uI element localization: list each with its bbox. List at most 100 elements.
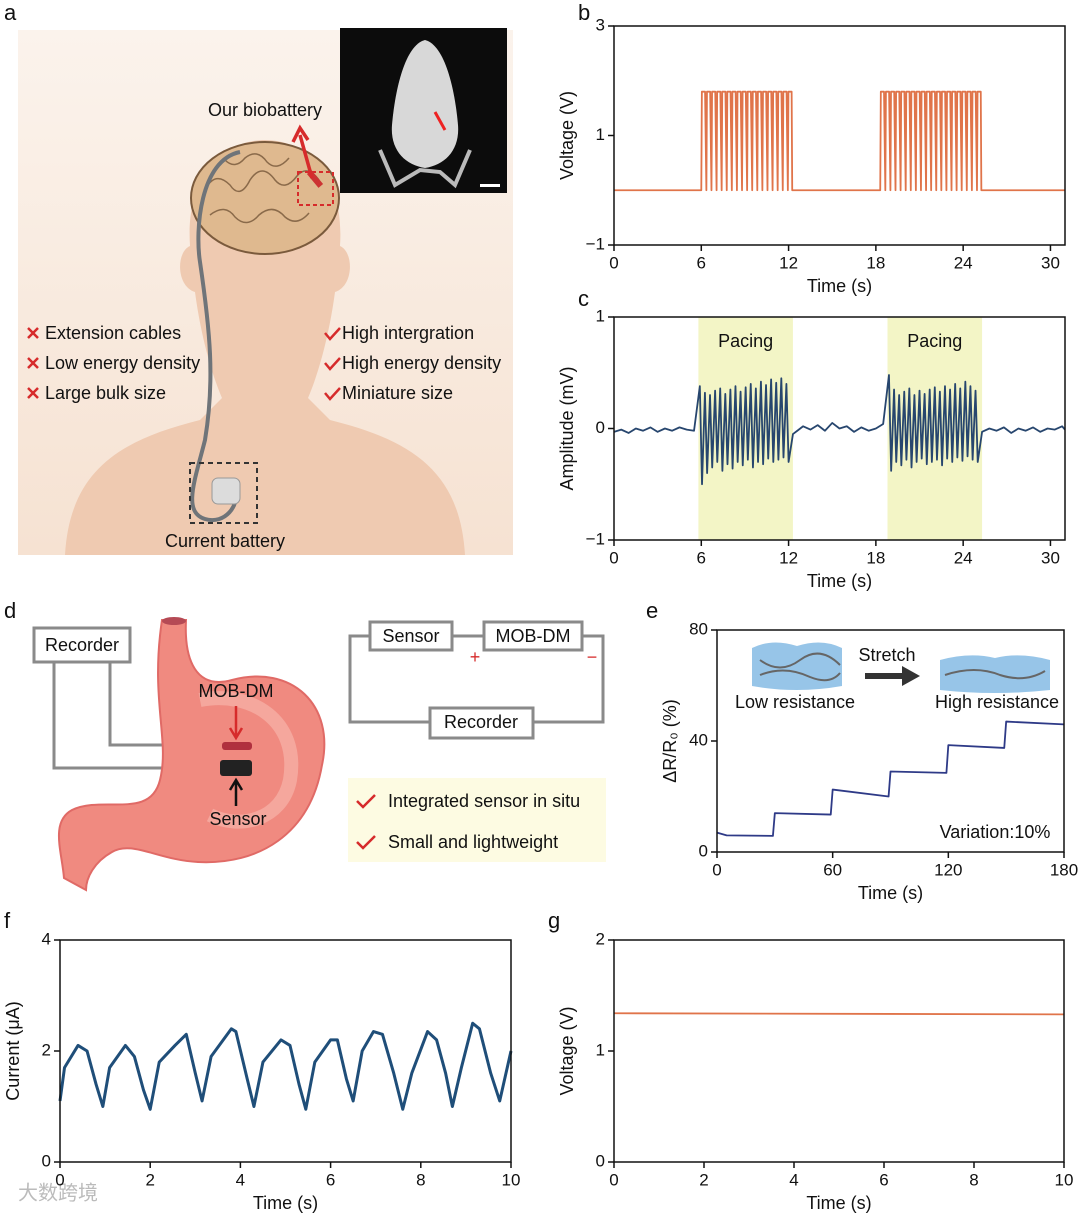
hydrogel-insets [752,642,1050,693]
x-tick-label: 8 [969,1170,978,1189]
x-tick-label: 30 [1041,253,1060,272]
data-line [58,1021,513,1111]
sensor-arrow [228,777,244,806]
scale-bar [480,184,500,187]
x-tick-label: 0 [712,860,721,879]
x-axis-label: Time (s) [253,1193,318,1213]
y-tick-label: 1 [596,306,605,325]
ct-arrow [433,111,447,131]
x-tick-label: 0 [609,253,618,272]
x-tick-label: 12 [779,253,798,272]
y-axis-label: Amplitude (mV) [557,366,577,490]
pro-label: Miniature size [342,383,453,403]
annotation: Low resistance [735,692,855,712]
y-axis-label: Voltage (V) [557,1006,577,1095]
circuit-sensor-box [368,620,454,652]
x-tick-label: 180 [1050,860,1078,879]
x-axis-label: Time (s) [807,276,872,296]
sensor-device [220,760,252,776]
x-axis-label: Time (s) [806,1193,871,1213]
x-tick-label: 24 [954,548,973,567]
recorder-box [32,626,132,664]
callout-label: Our biobattery [208,100,322,120]
chart: f 0 2 4 6 8 10 0 2 4 Time (s) Current (μA) [3,908,521,1213]
circuit-recorder-box [428,706,535,740]
data-line [614,90,1065,192]
y-tick-label: 0 [42,1151,51,1170]
mob-dm-device [222,742,252,750]
circuit-device-label: MOB-DM [496,626,571,646]
device-arrow [228,706,244,741]
con-label: Large bulk size [45,383,166,403]
plot-frame [613,939,1065,1163]
feature-label: Small and lightweight [388,832,558,852]
plot-frame [716,629,1065,853]
annotation: High resistance [935,692,1059,712]
x-tick-label: 2 [145,1170,154,1189]
x-tick-label: 18 [866,253,885,272]
y-tick-label: 0 [596,1151,605,1170]
y-tick-label: 40 [689,730,708,749]
biobattery-box [297,171,334,206]
y-tick-label: −1 [586,529,605,548]
panel-letter: c [578,286,589,311]
x-tick-label: 6 [879,1170,888,1189]
plot-frame [59,939,512,1163]
x-tick-label: 2 [699,1170,708,1189]
circuit-sensor-label: Sensor [382,626,439,646]
panel-letter: f [4,908,11,933]
current-battery-icon [211,477,241,505]
cross-icons [27,327,39,399]
device-label: MOB-DM [199,681,274,701]
x-tick-label: 30 [1041,548,1060,567]
head-silhouette [65,140,465,555]
skull-base [378,149,472,189]
y-tick-label: −1 [586,234,605,253]
x-tick-label: 0 [609,1170,618,1189]
x-tick-label: 6 [326,1170,335,1189]
feature-label: Integrated sensor in situ [388,791,580,811]
region-label: Pacing [907,331,962,351]
panel-a: a Our biobattery Extension cables Low en… [4,0,513,555]
brain [190,141,340,255]
low-resistance-gel [752,642,842,690]
x-tick-label: 4 [236,1170,245,1189]
y-tick-label: 1 [596,1040,605,1059]
chart: e 0 60 120 180 0 40 80 Time (s) ΔR/R₀ (%) Low resi… [646,598,1078,903]
x-tick-label: 24 [954,253,973,272]
x-tick-label: 0 [609,548,618,567]
sensor-label: Sensor [209,809,266,829]
x-tick-label: 10 [1055,1170,1074,1189]
x-tick-label: 0 [55,1170,64,1189]
x-tick-label: 4 [789,1170,798,1189]
x-tick-label: 60 [823,860,842,879]
circuit-device-box [482,620,584,652]
check-icons [324,327,341,401]
pro-label: High energy density [342,353,501,373]
watermark: 大数跨境 [18,1181,98,1204]
feature-box [348,778,606,862]
x-tick-label: 8 [416,1170,425,1189]
panel-letter: g [548,908,560,933]
x-tick-label: 120 [934,860,962,879]
pro-label: High intergration [342,323,474,343]
plot-frame [613,25,1066,246]
x-tick-label: 6 [697,253,706,272]
x-axis-label: Time (s) [858,883,923,903]
con-label: Extension cables [45,323,181,343]
panel-letter: e [646,598,658,623]
y-tick-label: 3 [596,15,605,34]
y-axis-label: Current (μA) [3,1001,23,1100]
plot-frame [613,316,1066,541]
data-line [613,1012,1065,1016]
battery-label: Current battery [165,531,285,551]
cable [190,150,241,523]
skull [391,40,459,168]
region-label: Pacing [718,331,773,351]
panel-letter: a [4,0,17,25]
x-tick-label: 10 [502,1170,521,1189]
panel-letter: b [578,0,590,25]
circuit-recorder-label: Recorder [444,712,518,732]
